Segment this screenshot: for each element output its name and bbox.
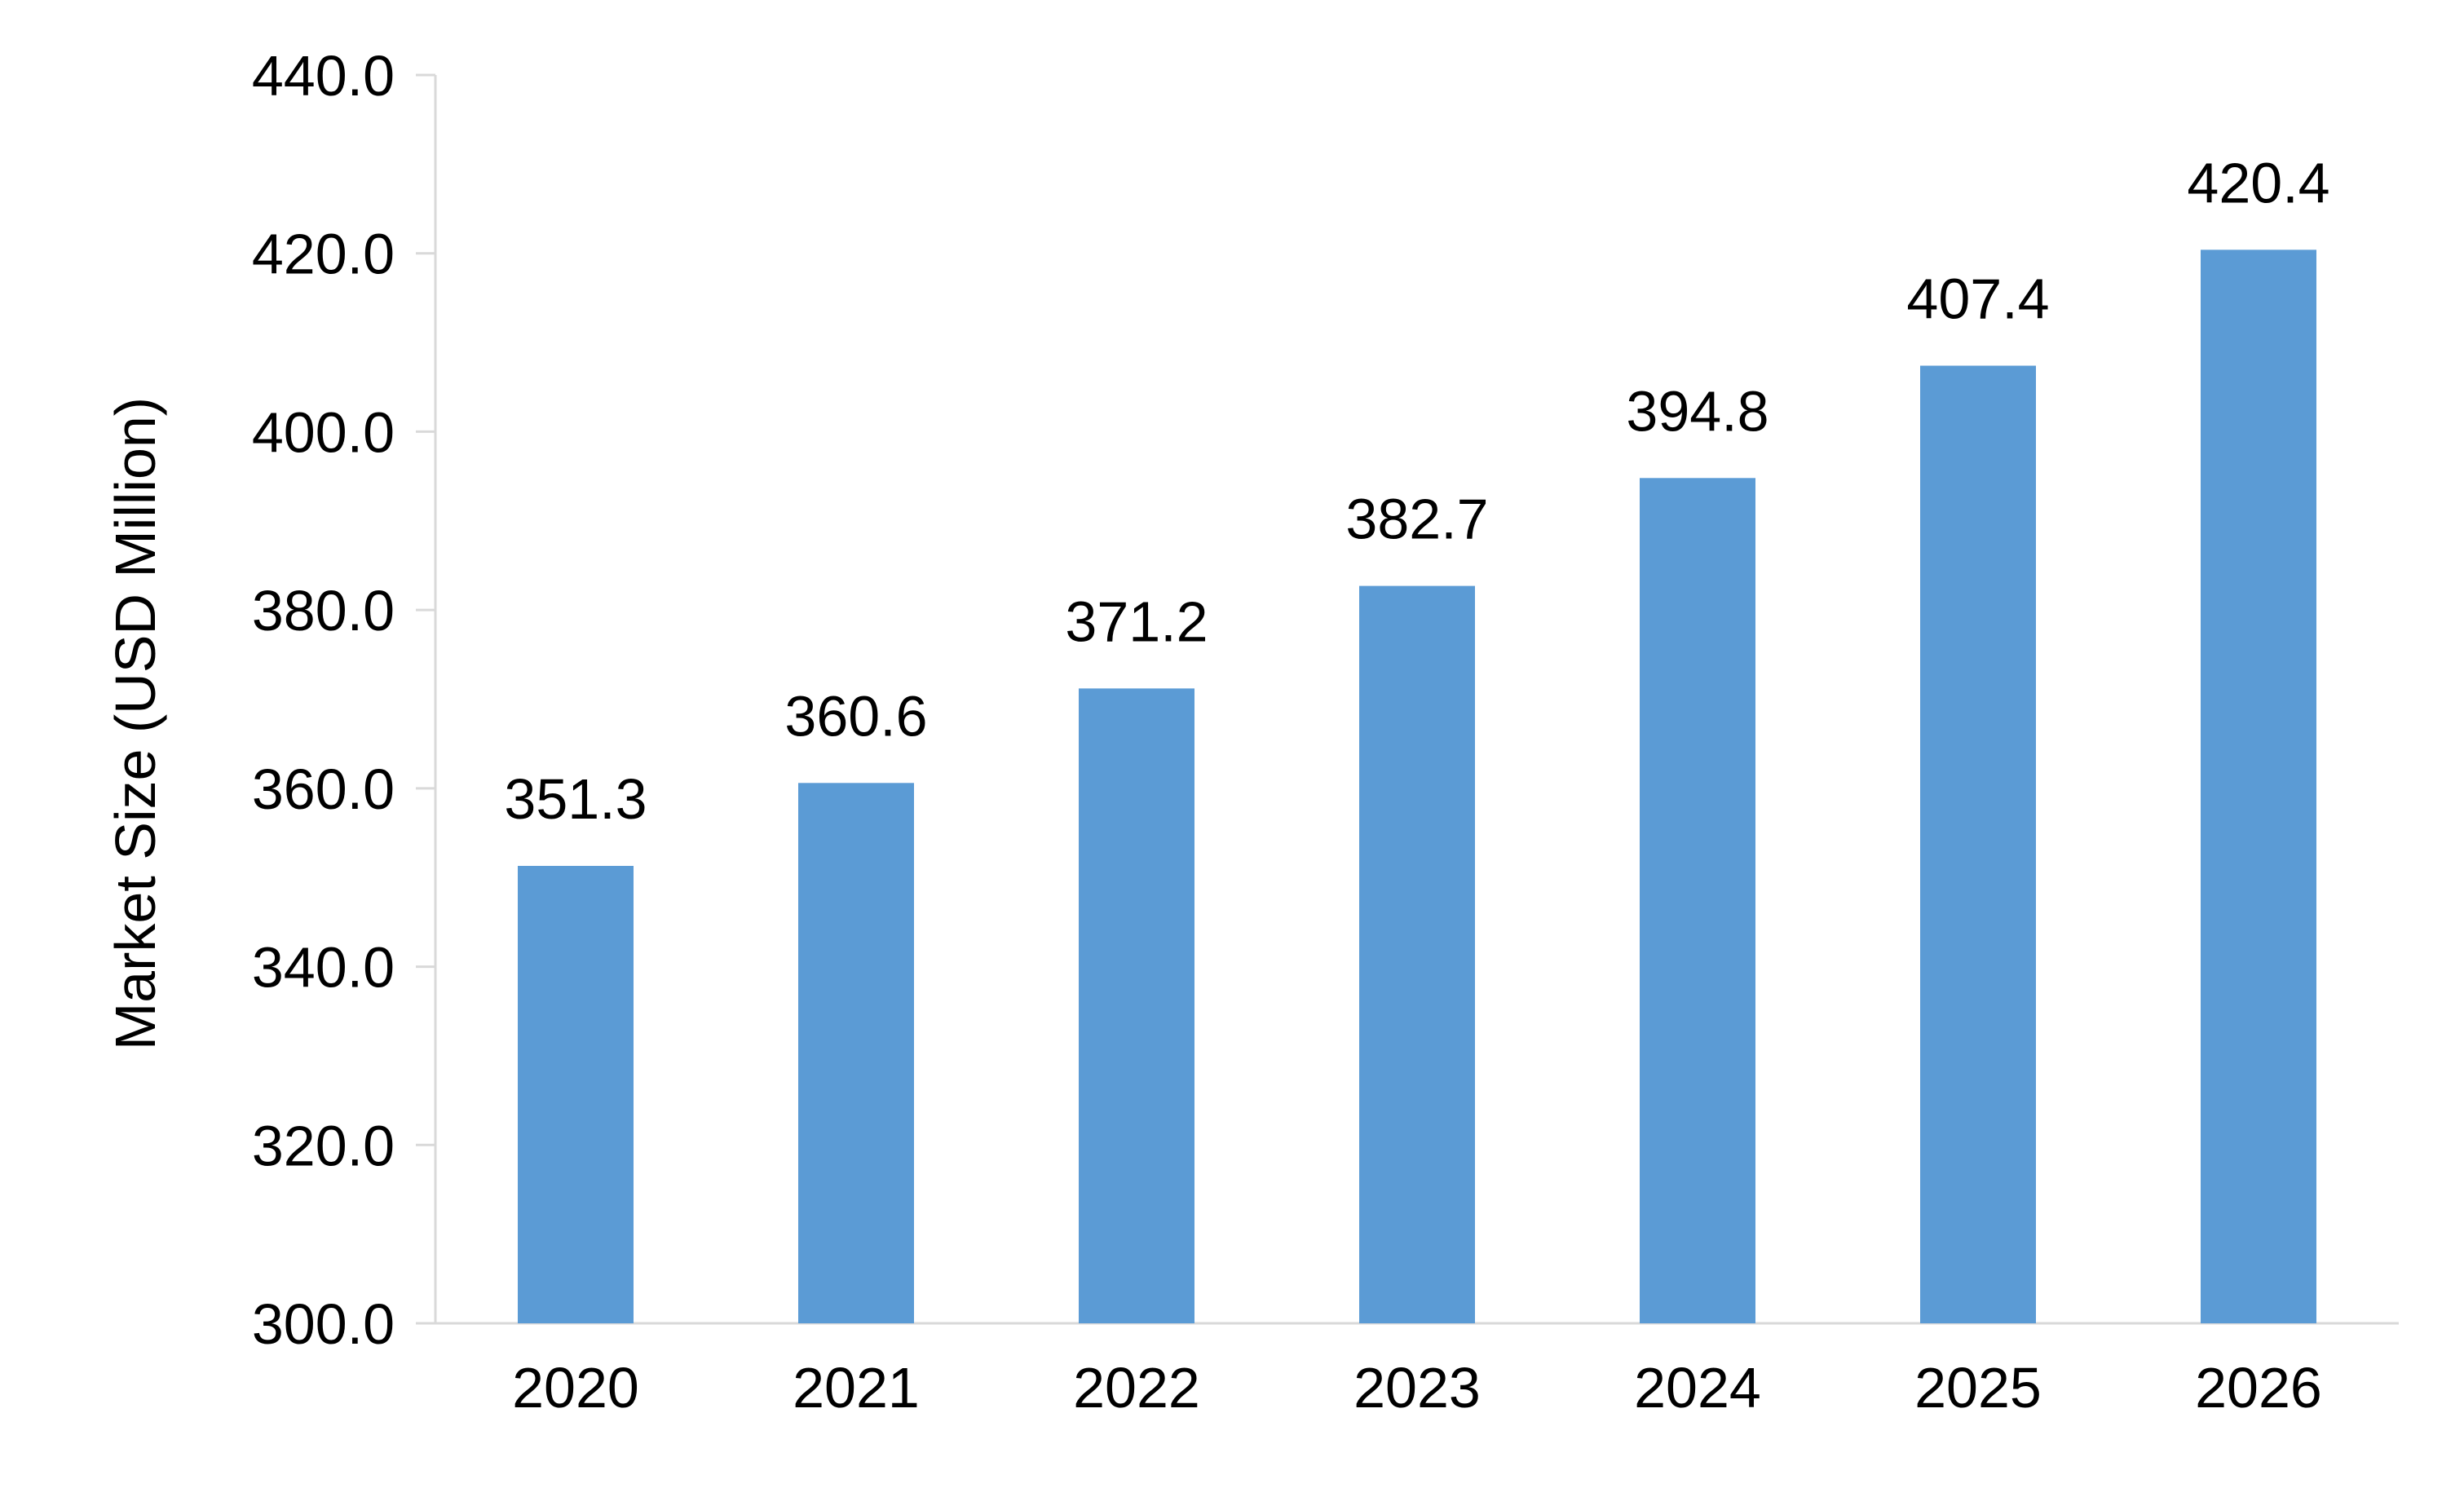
y-tick-label: 440.0 xyxy=(252,44,395,108)
data-label: 382.7 xyxy=(1345,488,1488,551)
data-label: 407.4 xyxy=(1906,267,2049,331)
x-axis: 2020 2021 2022 2023 2024 2025 2026 xyxy=(416,1322,2399,1420)
y-axis: 300.0 320.0 340.0 360.0 380.0 400.0 420.0 440.0 xyxy=(252,44,437,1356)
bar xyxy=(1079,688,1194,1323)
bar xyxy=(798,783,914,1323)
bar xyxy=(1920,365,2036,1323)
bar xyxy=(518,865,634,1323)
y-tick-label: 360.0 xyxy=(252,757,395,821)
x-tick-label: 2026 xyxy=(2195,1356,2322,1420)
data-label: 360.6 xyxy=(784,684,927,748)
bar xyxy=(2201,249,2316,1324)
y-tick-label: 340.0 xyxy=(252,936,395,1000)
data-labels: 351.3 360.6 371.2 382.7 394.8 407.4 420.4 xyxy=(504,151,2329,831)
x-tick-label: 2024 xyxy=(1634,1356,1761,1420)
x-tick-label: 2021 xyxy=(793,1356,920,1420)
data-label: 351.3 xyxy=(504,767,647,831)
data-label: 394.8 xyxy=(1626,379,1769,443)
x-tick-label: 2025 xyxy=(1914,1356,2042,1420)
y-tick-label: 400.0 xyxy=(252,400,395,464)
data-label: 420.4 xyxy=(2187,151,2329,214)
x-tick-label: 2022 xyxy=(1073,1356,1200,1420)
y-tick-label: 300.0 xyxy=(252,1292,395,1356)
y-tick-label: 420.0 xyxy=(252,223,395,286)
y-tick-label: 380.0 xyxy=(252,579,395,642)
x-tick-label: 2023 xyxy=(1353,1356,1481,1420)
bar xyxy=(1640,478,1755,1323)
x-tick-label: 2020 xyxy=(512,1356,639,1420)
data-label: 371.2 xyxy=(1065,589,1208,653)
y-axis-title: Market Size (USD Million) xyxy=(104,397,167,1050)
y-tick-label: 320.0 xyxy=(252,1114,395,1177)
bars xyxy=(518,249,2316,1324)
bar xyxy=(1359,585,1475,1323)
